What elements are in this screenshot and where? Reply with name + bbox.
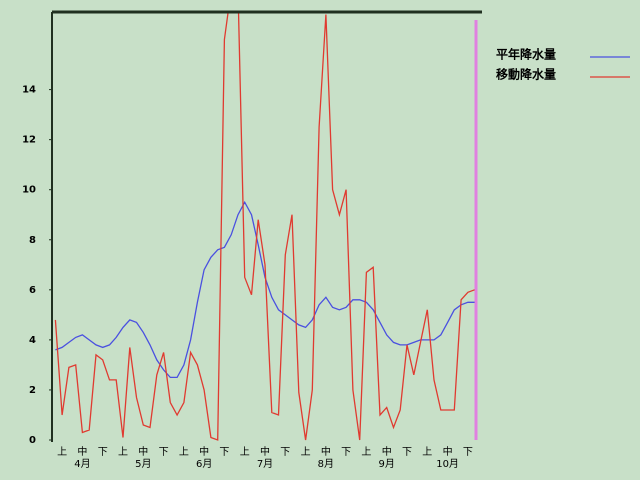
y-tick-label: 2 bbox=[29, 385, 36, 396]
x-tick-label: 中 bbox=[199, 445, 209, 458]
month-label: 10月 bbox=[436, 458, 459, 470]
y-tick-label: 10 bbox=[22, 185, 36, 196]
month-label: 8月 bbox=[318, 458, 334, 470]
x-tick-label: 下 bbox=[341, 447, 351, 458]
x-tick-label: 中 bbox=[443, 445, 453, 458]
x-tick-label: 下 bbox=[280, 447, 290, 458]
x-tick-label: 下 bbox=[98, 447, 108, 458]
legend-label: 平年降水量 bbox=[496, 47, 556, 62]
legend-label: 移動降水量 bbox=[496, 67, 556, 82]
y-tick-label: 6 bbox=[29, 285, 36, 296]
x-tick-label: 中 bbox=[260, 445, 270, 458]
x-tick-label: 下 bbox=[219, 447, 229, 458]
series-line bbox=[54, 12, 475, 441]
month-label: 5月 bbox=[135, 458, 151, 470]
x-tick-label: 中 bbox=[321, 445, 331, 458]
y-tick-label: 4 bbox=[29, 335, 36, 346]
x-tick-label: 中 bbox=[382, 445, 392, 458]
x-tick-label: 下 bbox=[402, 447, 412, 458]
y-tick-label: 14 bbox=[22, 85, 36, 96]
x-tick-label: 下 bbox=[159, 447, 169, 458]
x-tick-label: 上 bbox=[240, 446, 250, 458]
x-tick-label: 中 bbox=[138, 445, 148, 458]
month-label: 4月 bbox=[74, 458, 90, 470]
month-label: 7月 bbox=[257, 458, 273, 470]
y-tick-label: 0 bbox=[29, 435, 36, 446]
x-tick-label: 上 bbox=[301, 446, 311, 458]
y-tick-label: 12 bbox=[22, 135, 36, 146]
month-label: 6月 bbox=[196, 458, 212, 470]
month-label: 9月 bbox=[379, 458, 395, 470]
y-tick-label: 8 bbox=[29, 235, 36, 246]
x-tick-label: 中 bbox=[77, 445, 87, 458]
x-tick-label: 上 bbox=[118, 446, 128, 458]
x-tick-label: 上 bbox=[422, 446, 432, 458]
plot-area bbox=[54, 12, 475, 441]
x-tick-label: 上 bbox=[57, 446, 67, 458]
x-tick-label: 上 bbox=[361, 446, 371, 458]
x-tick-label: 下 bbox=[463, 447, 473, 458]
x-tick-label: 上 bbox=[179, 446, 189, 458]
